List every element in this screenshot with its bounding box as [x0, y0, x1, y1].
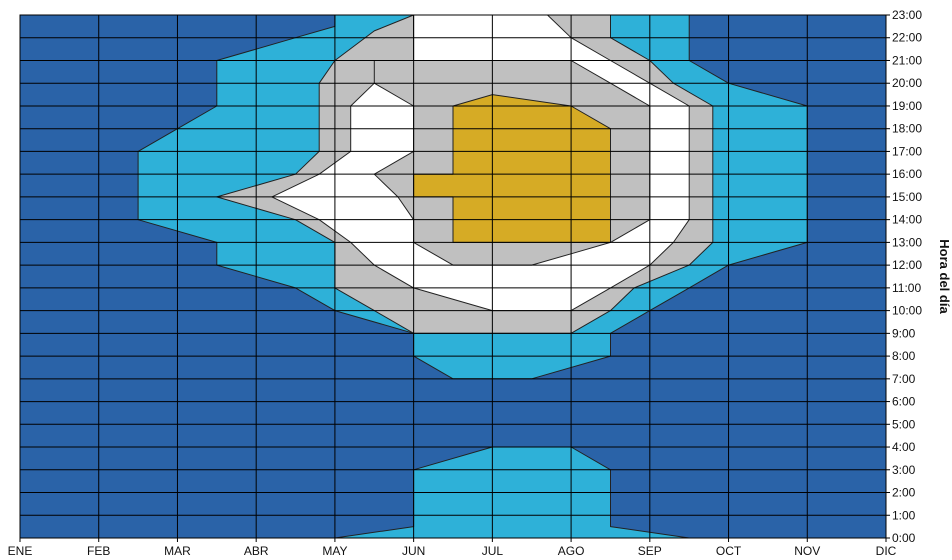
y-axis-title: Hora del día	[937, 239, 952, 314]
y-tick-label: 0:00	[892, 531, 916, 545]
x-tick-label: FEB	[87, 544, 110, 558]
x-tick-label: OCT	[716, 544, 742, 558]
plot-border	[19, 14, 887, 539]
y-tick-label: 4:00	[892, 440, 916, 454]
y-tick-label: 10:00	[892, 304, 922, 318]
y-tick-label: 14:00	[892, 213, 922, 227]
y-tick-label: 11:00	[892, 281, 921, 295]
x-tick-label: MAY	[322, 544, 347, 558]
y-axis-ticks: 0:00 1:00 2:00 3:00 4:00 5:00 6:00 7:00 8:00 9:00…	[886, 8, 922, 545]
y-tick-label: 19:00	[892, 99, 922, 113]
y-tick-label: 5:00	[892, 417, 916, 431]
x-tick-label: JUN	[402, 544, 425, 558]
y-tick-label: 16:00	[892, 167, 922, 181]
y-tick-label: 3:00	[892, 463, 916, 477]
x-tick-label: AGO	[558, 544, 585, 558]
y-tick-label: 7:00	[892, 372, 916, 386]
x-tick-label: SEP	[638, 544, 662, 558]
y-tick-label: 8:00	[892, 349, 916, 363]
x-tick-label: NOV	[794, 544, 820, 558]
y-tick-label: 22:00	[892, 31, 922, 45]
y-tick-label: 21:00	[892, 53, 922, 67]
y-tick-label: 12:00	[892, 258, 922, 272]
y-tick-label: 20:00	[892, 76, 922, 90]
y-tick-label: 6:00	[892, 395, 916, 409]
y-tick-label: 9:00	[892, 326, 916, 340]
y-tick-label: 17:00	[892, 144, 922, 158]
x-tick-label: ENE	[8, 544, 33, 558]
y-tick-label: 2:00	[892, 486, 916, 500]
grid-lines	[19, 14, 887, 539]
x-tick-label: MAR	[164, 544, 191, 558]
x-tick-label: JUL	[482, 544, 504, 558]
y-tick-label: 13:00	[892, 235, 922, 249]
y-tick-label: 18:00	[892, 122, 922, 136]
x-tick-label: ABR	[244, 544, 269, 558]
y-tick-label: 15:00	[892, 190, 922, 204]
x-axis-ticks: ENE FEB MAR ABR MAY JUN JUL AGO SEP OCT NOV DIC	[8, 538, 897, 558]
y-tick-label: 23:00	[892, 8, 922, 22]
y-tick-label: 1:00	[892, 508, 916, 522]
x-tick-label: DIC	[876, 544, 897, 558]
